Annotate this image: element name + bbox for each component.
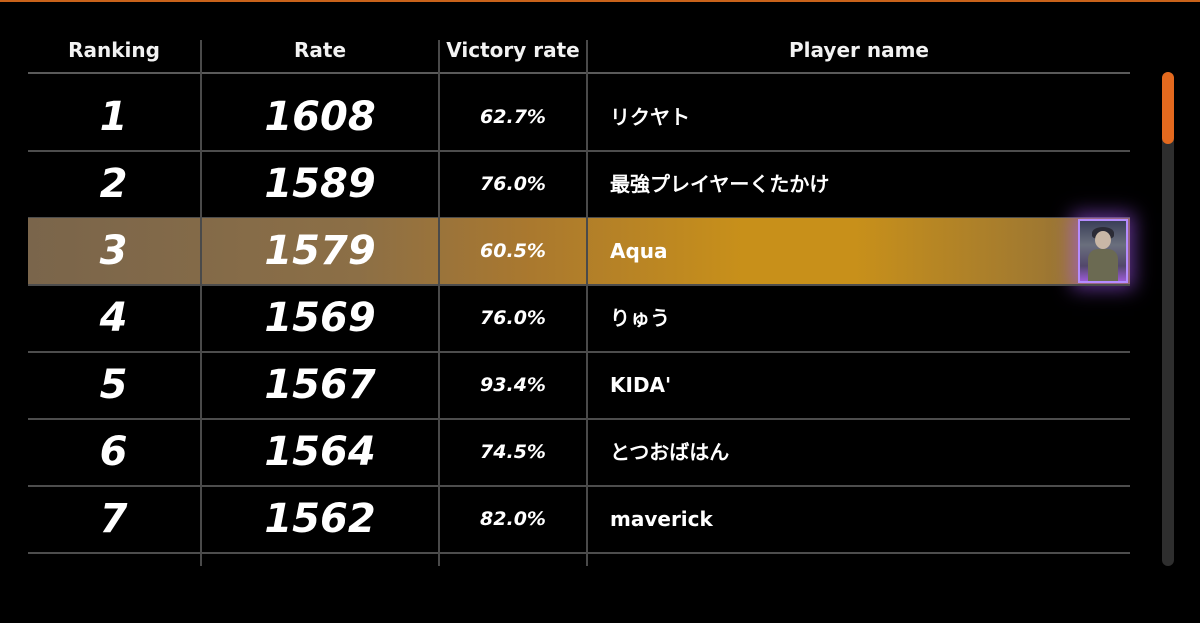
row-divider bbox=[28, 485, 1130, 487]
victory-rate-value: 82.0% bbox=[480, 508, 546, 530]
rate-value: 1569 bbox=[264, 295, 376, 341]
rank-value: 7 bbox=[99, 496, 129, 542]
player-name: 最強プレイヤーくたかけ bbox=[610, 172, 830, 196]
player-name: リクヤト bbox=[610, 105, 690, 129]
victory-rate-value: 62.7% bbox=[480, 106, 546, 128]
table-row[interactable]: 5 1567 93.4% KIDA' bbox=[28, 352, 1130, 420]
row-divider bbox=[28, 150, 1130, 152]
header-ranking: Ranking bbox=[68, 38, 160, 62]
table-header: Ranking Rate Victory rate Player name bbox=[28, 30, 1130, 70]
table-row[interactable]: 4 1569 76.0% りゅう bbox=[28, 285, 1130, 353]
header-divider bbox=[586, 40, 588, 72]
victory-rate-value: 93.4% bbox=[480, 374, 546, 396]
table-row[interactable]: 2 1589 76.0% 最強プレイヤーくたかけ bbox=[28, 151, 1130, 219]
player-name: KIDA' bbox=[610, 373, 672, 397]
row-divider bbox=[28, 284, 1130, 286]
table-row[interactable]: 7 1562 82.0% maverick bbox=[28, 486, 1130, 554]
rate-value: 1562 bbox=[264, 496, 376, 542]
victory-rate-value: 74.5% bbox=[480, 441, 546, 463]
victory-rate-value: 60.5% bbox=[480, 240, 546, 262]
rate-value: 1589 bbox=[264, 161, 376, 207]
player-name: とつおばはん bbox=[610, 440, 730, 464]
rate-value: 1564 bbox=[264, 429, 376, 475]
scrollbar-thumb[interactable] bbox=[1162, 72, 1174, 144]
table-row[interactable]: 1 1608 62.7% リクヤト bbox=[28, 84, 1130, 152]
rate-value: 1567 bbox=[264, 362, 376, 408]
row-divider bbox=[28, 418, 1130, 420]
victory-rate-value: 76.0% bbox=[480, 307, 546, 329]
player-name: maverick bbox=[610, 507, 713, 531]
header-divider bbox=[438, 40, 440, 72]
header-rate: Rate bbox=[293, 38, 347, 62]
row-divider bbox=[28, 552, 1130, 554]
victory-rate-value: 76.0% bbox=[480, 173, 546, 195]
rate-value: 1579 bbox=[264, 228, 376, 274]
column-divider bbox=[438, 72, 440, 566]
rank-value: 4 bbox=[99, 295, 129, 341]
rank-value: 2 bbox=[99, 161, 129, 207]
rank-value: 3 bbox=[99, 228, 129, 274]
table-row-highlighted[interactable]: 3 1579 60.5% Aqua bbox=[28, 218, 1130, 286]
top-border bbox=[0, 0, 1200, 2]
player-name: りゅう bbox=[610, 306, 670, 330]
header-underline bbox=[28, 72, 1130, 74]
avatar-head bbox=[1095, 231, 1111, 249]
header-player-name: Player name bbox=[789, 38, 929, 62]
column-divider bbox=[200, 72, 202, 566]
header-victory-rate: Victory rate bbox=[446, 38, 580, 62]
avatar-body bbox=[1088, 249, 1118, 281]
table-row[interactable]: 6 1564 74.5% とつおばはん bbox=[28, 419, 1130, 487]
rank-value: 6 bbox=[99, 429, 129, 475]
rank-value: 1 bbox=[99, 94, 129, 140]
rate-value: 1608 bbox=[264, 94, 376, 140]
header-divider bbox=[200, 40, 202, 72]
column-divider bbox=[586, 72, 588, 566]
rank-value: 5 bbox=[99, 362, 129, 408]
row-divider bbox=[28, 351, 1130, 353]
player-name: Aqua bbox=[610, 239, 668, 263]
scrollbar-track[interactable] bbox=[1162, 72, 1174, 566]
player-avatar[interactable] bbox=[1078, 219, 1128, 283]
